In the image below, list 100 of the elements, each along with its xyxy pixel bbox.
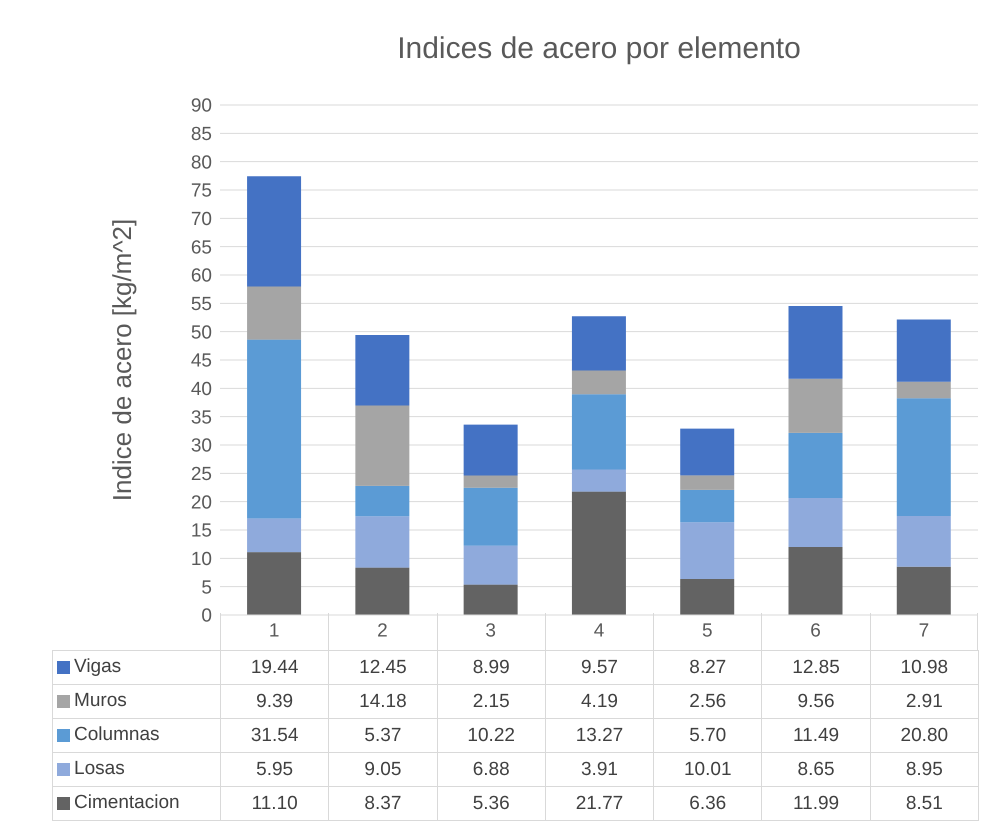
data-label: 8.65	[762, 752, 870, 786]
data-label: 11.99	[762, 786, 870, 820]
y-axis-title: Indice de acero [kg/m^2]	[107, 218, 138, 502]
y-tick-label: 25	[190, 464, 212, 486]
data-label: 6.36	[654, 786, 762, 820]
y-tick-label: 85	[190, 124, 212, 146]
bar	[680, 475, 734, 490]
bar	[572, 370, 626, 394]
data-label: 12.45	[328, 650, 438, 684]
data-label: 14.18	[328, 684, 438, 718]
y-tick-label: 65	[190, 237, 212, 258]
bar	[247, 286, 302, 340]
bar	[247, 518, 302, 552]
data-label: 2.91	[870, 684, 978, 718]
data-label: 2.15	[437, 684, 546, 718]
data-label: 19.44	[220, 650, 329, 684]
bar	[572, 492, 626, 615]
bar	[896, 382, 951, 398]
x-tick-label: 2	[377, 620, 388, 642]
y-tick-label: 50	[190, 322, 212, 344]
y-tick-label: 30	[190, 436, 212, 457]
data-label: 5.70	[654, 718, 762, 752]
legend-label: Losas	[74, 758, 125, 780]
bar	[680, 490, 734, 522]
data-label: 2.56	[654, 684, 762, 718]
data-label: 6.88	[437, 752, 546, 786]
bar	[464, 476, 518, 488]
x-tick-label: 5	[702, 620, 713, 642]
data-label: 3.91	[545, 752, 654, 786]
y-tick-label: 35	[190, 407, 212, 428]
data-label: 11.49	[762, 718, 870, 752]
bar	[355, 486, 410, 516]
chart-title: Indices de acero por elemento	[396, 32, 802, 66]
bar	[355, 568, 410, 615]
y-tick-label: 55	[190, 294, 212, 316]
bar	[464, 488, 518, 546]
bar	[788, 378, 842, 433]
y-tick-label: 15	[190, 520, 212, 542]
data-label: 5.37	[328, 718, 438, 752]
bar	[788, 547, 842, 615]
data-label: 8.37	[328, 786, 438, 820]
bar	[464, 546, 518, 585]
bar	[788, 498, 842, 548]
bar	[572, 316, 626, 371]
x-tick-label: 7	[918, 620, 930, 642]
data-label: 9.56	[762, 684, 870, 718]
data-label: 12.85	[762, 650, 870, 684]
y-tick-label: 10	[190, 549, 212, 570]
bar	[680, 428, 734, 476]
bar	[896, 516, 951, 567]
bar	[896, 566, 951, 615]
bar	[572, 469, 626, 492]
data-label: 9.39	[220, 684, 329, 718]
bar	[355, 334, 410, 406]
y-tick-label: 45	[190, 350, 212, 372]
y-tick-label: 0	[201, 606, 212, 627]
x-tick-label: 3	[485, 620, 496, 642]
data-label: 5.36	[437, 786, 546, 820]
data-label: 9.57	[545, 650, 654, 684]
bar	[572, 394, 626, 470]
data-label: 31.54	[220, 718, 329, 752]
y-tick-label: 90	[190, 96, 212, 117]
bar	[896, 319, 951, 382]
legend-label: Vigas	[74, 656, 122, 678]
data-label: 13.27	[545, 718, 654, 752]
bar	[247, 176, 302, 286]
y-tick-label: 5	[201, 577, 212, 598]
data-label: 8.27	[654, 650, 762, 684]
bar	[788, 306, 842, 379]
y-tick-label: 80	[190, 152, 212, 174]
x-tick-label: 6	[810, 620, 821, 642]
x-tick-label: 1	[268, 620, 280, 642]
legend-label: Cimentacion	[74, 792, 180, 814]
data-label: 21.77	[545, 786, 654, 820]
y-tick-label: 60	[190, 266, 212, 287]
y-tick-label: 75	[190, 180, 212, 202]
data-label: 5.95	[220, 752, 329, 786]
data-label: 8.95	[870, 752, 978, 786]
legend-label: Columnas	[74, 724, 160, 746]
data-label: 11.10	[220, 786, 329, 820]
y-tick-label: 70	[190, 209, 212, 230]
data-label: 20.80	[870, 718, 978, 752]
data-label: 8.51	[870, 786, 978, 820]
data-label: 8.99	[437, 650, 546, 684]
bar	[464, 584, 518, 615]
data-label: 9.05	[328, 752, 438, 786]
bar	[247, 340, 302, 518]
data-label: 10.01	[654, 752, 762, 786]
bar	[247, 552, 302, 615]
bar	[680, 578, 734, 615]
data-label: 10.22	[437, 718, 546, 752]
bar	[680, 522, 734, 579]
y-tick-label: 40	[190, 379, 212, 400]
data-label: 10.98	[870, 650, 978, 684]
bar	[896, 398, 951, 516]
legend-label: Muros	[74, 690, 127, 712]
data-label: 4.19	[545, 684, 654, 718]
bar	[355, 406, 410, 486]
y-tick-label: 20	[190, 492, 212, 514]
bar	[464, 424, 518, 476]
